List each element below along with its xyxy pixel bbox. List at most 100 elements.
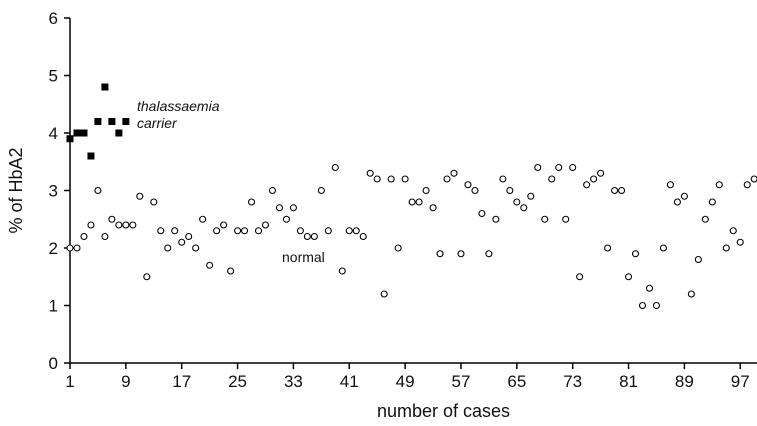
- x-tick-label: 65: [507, 372, 526, 391]
- normal-point: [115, 221, 123, 229]
- normal-point: [555, 163, 563, 172]
- x-tick-label: 49: [396, 372, 415, 391]
- normal-point: [485, 250, 493, 258]
- y-tick-label: 0: [49, 354, 58, 373]
- y-tick-label: 1: [49, 297, 58, 316]
- normal-point: [101, 232, 109, 241]
- x-tick-label: 25: [228, 372, 247, 391]
- normal-point: [94, 186, 102, 195]
- normal-point: [680, 192, 688, 200]
- normal-point: [708, 198, 716, 206]
- normal-point: [87, 221, 95, 229]
- x-tick-label: 57: [452, 372, 471, 391]
- x-tick-label: 33: [284, 372, 303, 391]
- normal-point: [624, 273, 633, 281]
- normal-point: [331, 163, 339, 172]
- x-tick-label: 17: [172, 372, 191, 391]
- normal-point: [687, 290, 695, 298]
- normal-point: [562, 215, 570, 223]
- y-tick-label: 3: [49, 182, 58, 201]
- normal-point: [122, 221, 130, 229]
- normal-point: [569, 163, 577, 172]
- normal-point: [310, 232, 318, 241]
- normal-point: [185, 232, 193, 241]
- carrier-point: [101, 83, 109, 91]
- normal-point: [261, 221, 270, 229]
- annotation-normal: normal: [282, 249, 325, 265]
- annotation-carrier: carrier: [137, 115, 178, 131]
- y-tick-label: 4: [49, 124, 58, 143]
- normal-point: [324, 227, 332, 235]
- normal-point: [638, 301, 647, 310]
- normal-point: [513, 198, 521, 206]
- normal-point: [192, 244, 200, 252]
- normal-point: [80, 232, 88, 241]
- normal-point: [499, 175, 507, 183]
- y-tick-label: 6: [49, 9, 58, 28]
- normal-point: [506, 186, 514, 195]
- carrier-point: [108, 118, 116, 125]
- normal-point: [373, 175, 381, 183]
- x-tick-label: 97: [731, 372, 750, 391]
- normal-point: [701, 215, 709, 223]
- normal-point: [534, 163, 542, 172]
- normal-point: [583, 181, 591, 189]
- y-tick-label: 5: [49, 67, 58, 86]
- normal-point: [408, 198, 416, 206]
- x-tick-label: 81: [619, 372, 638, 391]
- x-tick-label: 89: [675, 372, 694, 391]
- normal-point: [666, 181, 674, 189]
- normal-point: [471, 186, 479, 195]
- normal-point: [157, 227, 165, 235]
- normal-point: [722, 244, 730, 252]
- x-axis-title: number of cases: [377, 401, 510, 421]
- normal-point: [548, 175, 556, 183]
- normal-point: [254, 227, 263, 235]
- normal-point: [143, 273, 151, 281]
- normal-point: [108, 215, 116, 223]
- normal-point: [206, 261, 214, 269]
- normal-point: [171, 227, 179, 235]
- normal-point: [394, 244, 402, 252]
- normal-point: [380, 290, 388, 298]
- x-tick-label: 1: [65, 372, 74, 391]
- carrier-point: [66, 135, 74, 143]
- carrier-point: [87, 152, 95, 160]
- normal-point: [150, 198, 158, 206]
- normal-point: [618, 186, 626, 195]
- normal-point: [604, 244, 612, 252]
- normal-point: [387, 175, 395, 183]
- normal-point: [659, 244, 667, 252]
- carrier-point: [94, 118, 102, 125]
- normal-point: [478, 209, 486, 218]
- normal-point: [178, 238, 186, 246]
- normal-point: [492, 215, 500, 223]
- carrier-point: [115, 129, 123, 137]
- normal-point: [729, 227, 737, 235]
- y-ticks: 0 1 2 3 4 5 6: [49, 9, 70, 373]
- normal-point: [66, 244, 74, 252]
- normal-point: [652, 301, 661, 310]
- normal-point: [694, 255, 702, 264]
- carrier-point: [122, 118, 130, 125]
- x-tick-label: 73: [563, 372, 582, 391]
- normal-point: [317, 186, 325, 195]
- normal-point: [415, 198, 423, 206]
- normal-point: [715, 181, 723, 189]
- normal-point: [303, 232, 311, 241]
- normal-point: [213, 227, 221, 235]
- normal-point: [527, 192, 535, 200]
- normal-point: [464, 181, 472, 189]
- normal-point: [590, 175, 598, 183]
- normal-point: [750, 175, 757, 183]
- normal-point: [352, 227, 360, 235]
- normal-point: [234, 227, 242, 235]
- x-ticks: 1 9 17 25 33 41 49 57 65 73 81 89 97: [65, 363, 750, 391]
- normal-point: [164, 244, 172, 252]
- normal-point: [443, 175, 451, 183]
- normal-point: [227, 267, 235, 275]
- normal-point: [366, 169, 374, 177]
- y-axis-title: % of HbA2: [6, 147, 26, 233]
- normal-point: [296, 227, 304, 235]
